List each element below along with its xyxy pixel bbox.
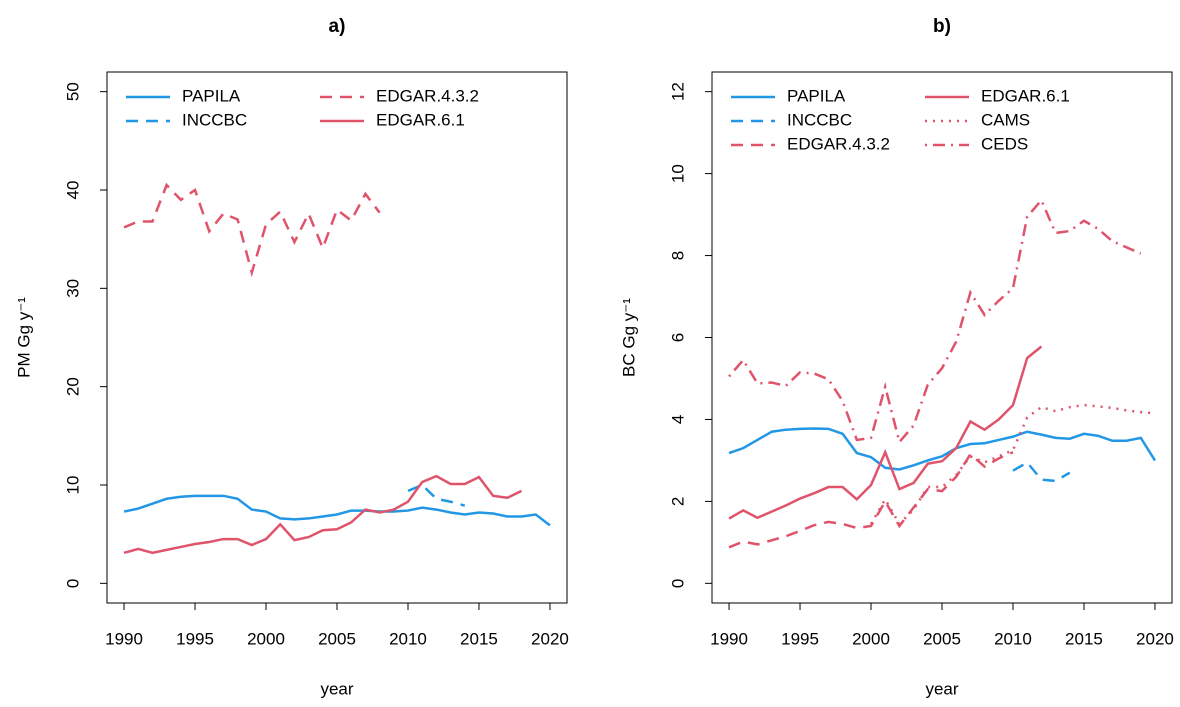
data-line: [123, 182, 381, 278]
data-line: [728, 197, 1142, 445]
y-axis-label: BC Gg y⁻¹: [619, 298, 638, 377]
y-tick-label: 30: [63, 279, 82, 298]
y-axis-label: PM Gg y⁻¹: [14, 297, 33, 378]
x-axis-label: year: [925, 679, 958, 698]
x-axis-label: year: [320, 679, 353, 698]
x-tick-label: 2015: [460, 629, 498, 648]
x-tick-label: 1995: [781, 629, 819, 648]
legend-label: CAMS: [981, 110, 1030, 129]
y-tick-label: 2: [668, 497, 687, 506]
x-tick-label: 1995: [176, 629, 214, 648]
x-tick-label: 1990: [710, 629, 748, 648]
data-line: [728, 427, 1157, 471]
y-tick-label: 6: [668, 333, 687, 342]
x-tick-label: 2005: [923, 629, 961, 648]
data-line: [123, 474, 523, 555]
legend-label: EDGAR.4.3.2: [376, 86, 479, 105]
chart-title: a): [329, 16, 346, 37]
data-line: [728, 345, 1043, 520]
legend-label: EDGAR.6.1: [376, 110, 465, 129]
x-tick-label: 2020: [531, 629, 569, 648]
x-tick-label: 2015: [1065, 629, 1103, 648]
x-tick-label: 2005: [318, 629, 356, 648]
y-tick-label: 40: [63, 181, 82, 200]
x-tick-label: 2010: [389, 629, 427, 648]
x-tick-label: 1990: [105, 629, 143, 648]
y-tick-label: 20: [63, 377, 82, 396]
data-line: [1012, 460, 1071, 483]
legend-label: EDGAR.4.3.2: [787, 134, 890, 153]
y-tick-label: 0: [63, 579, 82, 588]
x-tick-label: 2010: [994, 629, 1032, 648]
y-tick-label: 4: [668, 415, 687, 424]
legend-label: CEDS: [981, 134, 1028, 153]
x-tick-label: 2020: [1136, 629, 1174, 648]
legend-label: INCCBC: [182, 110, 247, 129]
y-tick-label: 50: [63, 82, 82, 101]
legend-label: EDGAR.6.1: [981, 86, 1070, 105]
legend-label: INCCBC: [787, 110, 852, 129]
chart-title: b): [933, 16, 951, 37]
data-line: [728, 451, 1014, 549]
y-tick-label: 10: [63, 476, 82, 495]
plot-box: [106, 71, 568, 604]
legend-label: PAPILA: [182, 86, 241, 105]
y-tick-label: 0: [668, 579, 687, 588]
plot-box: [711, 71, 1173, 604]
x-tick-label: 2000: [852, 629, 890, 648]
legend-label: PAPILA: [787, 86, 846, 105]
data-line: [123, 494, 551, 527]
y-tick-label: 8: [668, 251, 687, 260]
x-tick-label: 2000: [247, 629, 285, 648]
y-tick-label: 10: [668, 164, 687, 183]
y-tick-label: 12: [668, 82, 687, 101]
